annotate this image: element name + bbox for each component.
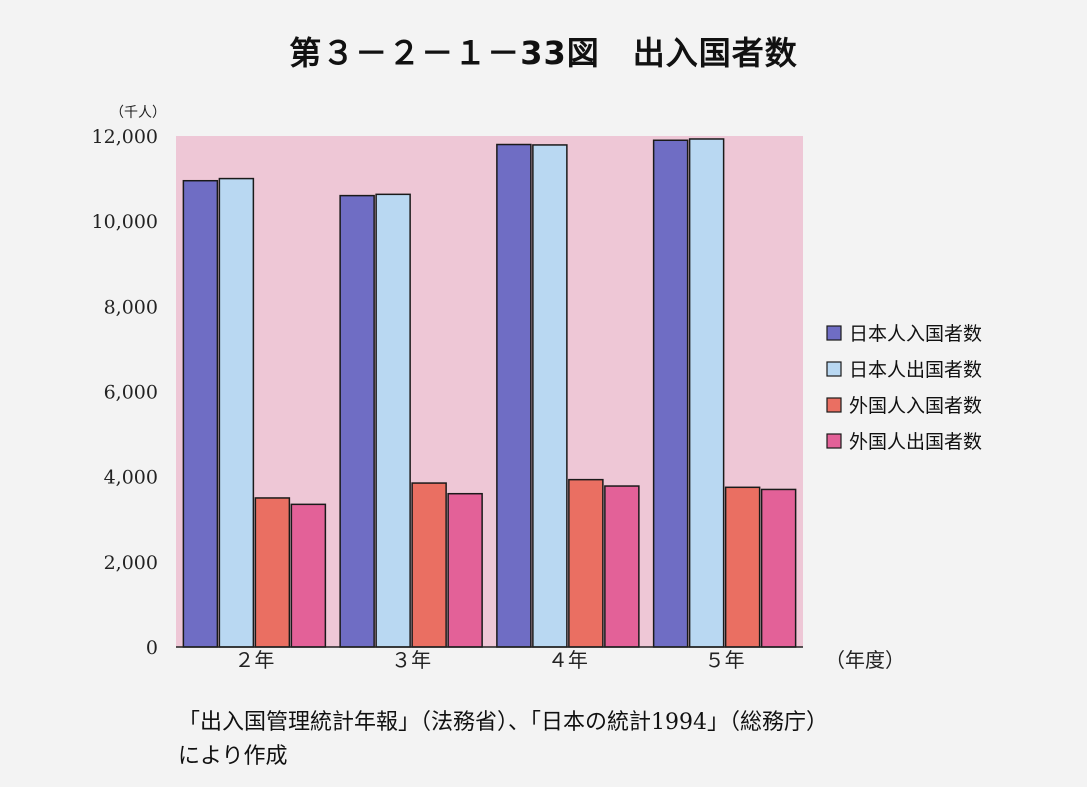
- source-note-line1: 「出入国管理統計年報」（法務省）、「日本の統計1994」（総務庁）: [178, 710, 828, 735]
- legend-swatch: [826, 361, 842, 377]
- bar: [760, 488, 797, 648]
- bar: [568, 478, 604, 648]
- bar: [218, 177, 255, 648]
- legend-label: 日本人出国者数: [849, 359, 982, 381]
- bar: [724, 486, 761, 648]
- bar: [182, 179, 219, 648]
- x-tick-label: ５年: [705, 648, 745, 672]
- y-tick-label: 4,000: [104, 467, 158, 489]
- y-tick-label: 10,000: [92, 211, 158, 233]
- legend-swatch: [826, 433, 842, 449]
- x-tick-label: ２年: [234, 648, 274, 672]
- bar: [532, 144, 568, 648]
- y-tick-label: 6,000: [104, 382, 158, 404]
- bar: [339, 194, 375, 648]
- chart-title: 第３－２－１－33図 出入国者数: [289, 34, 798, 72]
- legend-label: 外国人出国者数: [849, 431, 982, 453]
- bar: [254, 497, 291, 648]
- y-tick-label: 2,000: [104, 552, 158, 574]
- x-tick-label: ４年: [548, 648, 588, 672]
- legend-swatch: [826, 325, 842, 341]
- bar: [411, 482, 447, 648]
- x-tick-label: ３年: [391, 648, 431, 672]
- y-tick-label: 12,000: [92, 126, 158, 148]
- bar: [375, 193, 411, 648]
- bar: [688, 138, 725, 648]
- legend-label: 日本人入国者数: [849, 323, 982, 345]
- bar: [447, 492, 483, 648]
- x-axis-suffix: （年度）: [825, 648, 905, 672]
- y-tick-label: 0: [146, 637, 158, 659]
- legend-label: 外国人入国者数: [849, 395, 982, 417]
- y-tick-label: 8,000: [104, 296, 158, 318]
- bar: [652, 139, 689, 648]
- legend-swatch: [826, 397, 842, 413]
- bar: [496, 143, 532, 648]
- bar: [290, 503, 327, 648]
- bar: [604, 485, 640, 648]
- source-note-line2: により作成: [178, 744, 288, 769]
- y-unit-label: （千人）: [110, 105, 166, 121]
